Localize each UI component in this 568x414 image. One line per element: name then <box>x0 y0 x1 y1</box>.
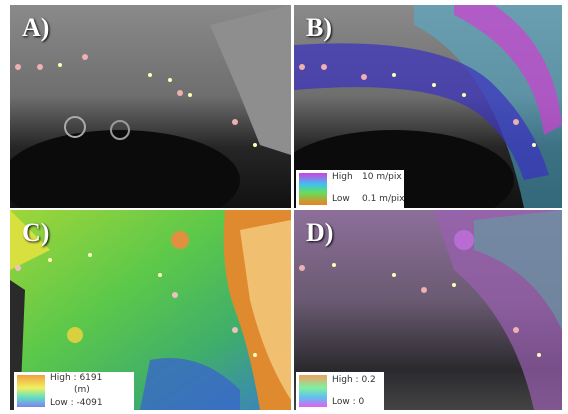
legend-low: Low : 0 <box>332 397 364 407</box>
legend-high-value: 10 m/pix <box>362 172 402 182</box>
legend-low: Low : -4091 <box>50 398 103 408</box>
legend: High 10 m/pix Low 0.1 m/pix <box>296 170 404 208</box>
page: A) B) High 10 m/pix Low 0.1 m/pix C) Hig… <box>0 0 568 414</box>
panel-d: D) High : 0.2 Low : 0 <box>294 210 562 410</box>
legend-high: High <box>332 172 353 182</box>
panel-label: B) <box>306 13 332 43</box>
panel-label: C) <box>22 218 49 248</box>
legend-bar <box>299 375 327 407</box>
legend-unit: (m) <box>74 385 90 395</box>
panel-b: B) High 10 m/pix Low 0.1 m/pix <box>294 5 562 208</box>
legend: High : 0.2 Low : 0 <box>296 372 384 410</box>
panel-label: D) <box>306 218 333 248</box>
legend-low-value: 0.1 m/pix <box>362 194 405 204</box>
legend-bar <box>299 173 327 205</box>
legend-high: High : 6191 <box>50 373 102 383</box>
legend: High : 6191 (m) Low : -4091 <box>14 372 134 410</box>
legend-low: Low <box>332 194 350 204</box>
legend-high: High : 0.2 <box>332 375 376 385</box>
panel-a: A) <box>10 5 291 208</box>
panel-label: A) <box>22 13 49 43</box>
image <box>10 5 291 208</box>
legend-bar <box>17 375 45 407</box>
panel-c: C) High : 6191 (m) Low : -4091 <box>10 210 291 410</box>
